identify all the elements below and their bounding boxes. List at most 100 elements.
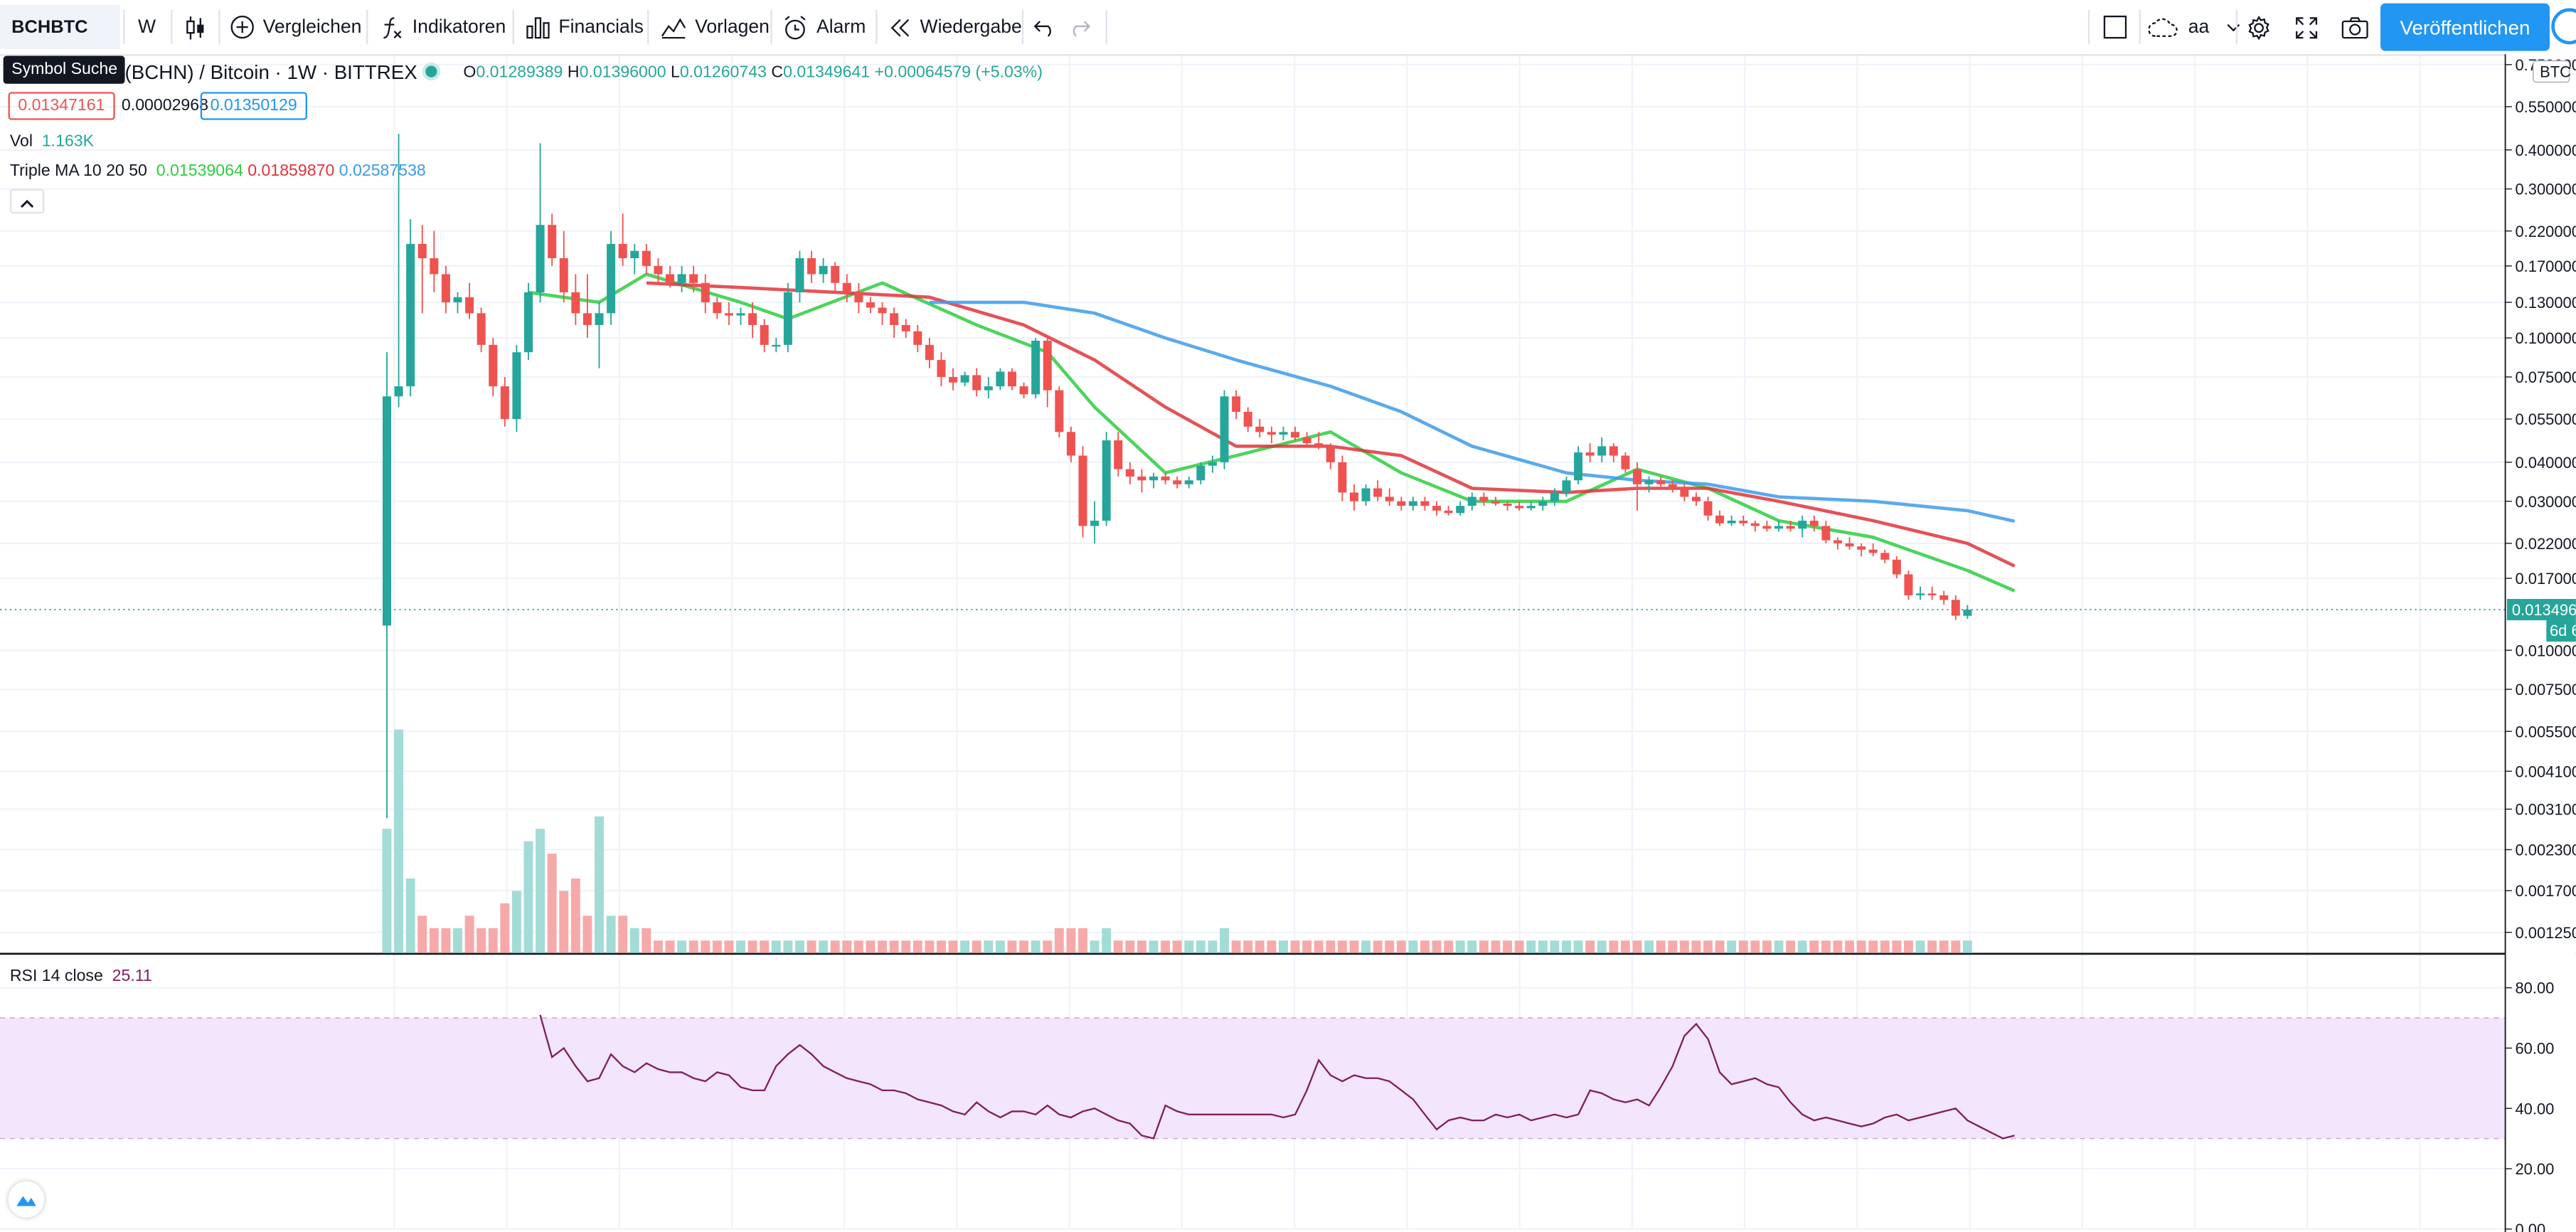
candle-body: [548, 225, 557, 258]
settings-button[interactable]: [2246, 0, 2281, 54]
volume-bar: [1196, 940, 1205, 953]
candle: [1444, 506, 1453, 516]
candle: [772, 338, 781, 353]
ma-legend[interactable]: Triple MA 10 20 50 0.01539064 0.01859870…: [10, 163, 426, 181]
rsi-tick-label: 60.00: [2515, 1040, 2554, 1058]
candle: [1963, 605, 1972, 620]
rsi-label: RSI 14 close: [9, 967, 103, 986]
candle: [1727, 515, 1736, 526]
volume-bar: [1314, 940, 1324, 953]
compare-button[interactable]: Vergleichen: [230, 0, 361, 54]
volume-bar: [570, 878, 580, 953]
candle: [500, 376, 509, 427]
candle-body: [1161, 476, 1170, 481]
volume-legend[interactable]: Vol 1.163K: [10, 133, 94, 151]
candle: [831, 262, 840, 292]
candle-body: [1750, 523, 1760, 526]
candle-body: [890, 313, 899, 325]
candle: [618, 213, 627, 266]
toolbar-divider: [1021, 9, 1024, 45]
candle-body: [1007, 371, 1016, 387]
symbol-search-tooltip: Symbol Suche: [3, 55, 126, 84]
candle-body: [1349, 492, 1358, 501]
tradingview-logo-icon[interactable]: [8, 1181, 45, 1218]
candle-body: [430, 257, 439, 275]
replay-button[interactable]: Wiedergabe: [889, 0, 1022, 54]
candle-body: [1739, 520, 1748, 524]
symbol-search-button[interactable]: BCHBTC: [0, 4, 120, 50]
candle: [1798, 515, 1807, 538]
volume-bar: [1962, 940, 1972, 953]
volume-bar: [1278, 940, 1288, 953]
volume-bar: [1326, 940, 1336, 953]
candle: [1526, 501, 1536, 511]
alert-button[interactable]: Alarm: [782, 0, 866, 54]
candle: [1762, 520, 1772, 532]
high-label: H: [567, 64, 580, 83]
candle-body: [1644, 480, 1654, 484]
candle: [1066, 426, 1075, 462]
candle-body: [1857, 546, 1866, 550]
volume-bar: [1738, 940, 1748, 953]
volume-bar: [948, 940, 958, 953]
candle-body: [1467, 496, 1476, 506]
volume-bar: [1007, 940, 1017, 953]
layout-menu-button[interactable]: aa: [2147, 0, 2249, 54]
sell-price-box[interactable]: 0.01347161: [8, 92, 115, 120]
rsi-tick-label: 20.00: [2515, 1160, 2554, 1178]
collapse-legend-button[interactable]: [9, 188, 45, 214]
fullscreen-button[interactable]: [2295, 0, 2326, 54]
toolbar-divider: [171, 9, 173, 45]
volume-bar: [925, 940, 935, 953]
volume-bar: [536, 829, 545, 953]
volume-bar: [1078, 928, 1087, 953]
volume-bar: [1679, 940, 1689, 953]
templates-label: Vorlagen: [695, 17, 770, 37]
candle: [783, 282, 792, 353]
buy-price-box[interactable]: 0.01350129: [200, 92, 307, 120]
candle-body: [1397, 501, 1406, 506]
candle: [1055, 386, 1064, 438]
ma-line-ma20: [646, 281, 2016, 568]
chart-type-button[interactable]: [184, 0, 215, 54]
volume-bar: [1184, 940, 1194, 953]
candle: [1149, 472, 1159, 489]
candle-body: [1550, 492, 1559, 501]
candle: [1349, 484, 1358, 511]
undo-button[interactable]: [1033, 0, 1065, 54]
price-tick-label: 0.00310000: [2515, 801, 2575, 819]
candle-body: [713, 302, 722, 314]
candle: [1892, 556, 1901, 579]
market-status-dot[interactable]: [425, 65, 437, 78]
financials-button[interactable]: Financials: [526, 0, 644, 54]
candle: [1880, 549, 1890, 563]
price-tick-label: 0.10000000: [2515, 329, 2575, 347]
rsi-legend[interactable]: RSI 14 close 25.11: [10, 968, 152, 986]
indicators-button[interactable]: Indikatoren: [380, 0, 506, 54]
candle: [1031, 338, 1040, 399]
candle: [760, 319, 769, 353]
candle-body: [1562, 480, 1571, 493]
templates-button[interactable]: Vorlagen: [661, 0, 770, 54]
candle-body: [1597, 446, 1607, 456]
candle-body: [1373, 488, 1383, 497]
snapshot-button[interactable]: [2341, 0, 2378, 54]
redo-button[interactable]: [1068, 0, 1099, 54]
fullscreen-toggle-button[interactable]: [2103, 0, 2136, 54]
candle-body: [689, 274, 698, 283]
price-tick-label: 0.05500000: [2515, 410, 2575, 428]
volume-bar: [1066, 928, 1076, 953]
candle: [701, 274, 710, 314]
alert-label: Alarm: [816, 17, 866, 37]
publish-button[interactable]: Veröffentlichen: [2380, 3, 2550, 51]
candle: [1680, 484, 1689, 501]
volume-bar: [1172, 940, 1182, 953]
interval-button[interactable]: W: [138, 0, 156, 54]
play-icon[interactable]: [2551, 8, 2576, 45]
volume-bar: [629, 928, 639, 953]
candle-body: [1243, 411, 1252, 427]
candle: [1550, 488, 1559, 506]
volume-bar: [1503, 940, 1513, 953]
candle: [1114, 432, 1123, 477]
